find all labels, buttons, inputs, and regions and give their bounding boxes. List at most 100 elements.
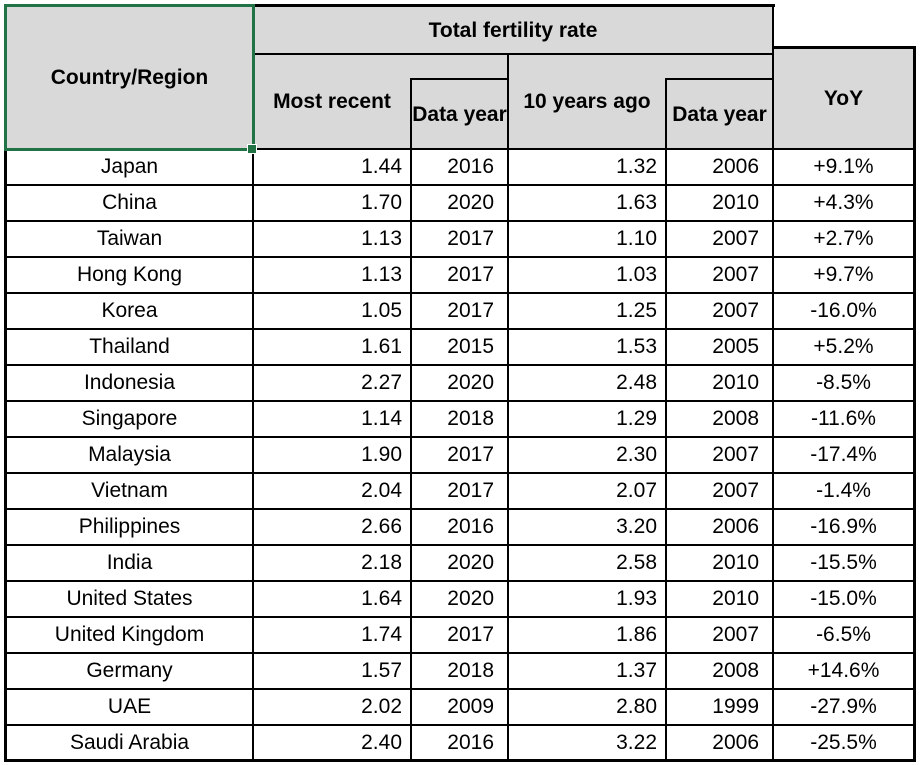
cell-data-year-1[interactable]: 2020 [412, 186, 509, 222]
cell-ten-years-ago[interactable]: 1.93 [509, 582, 667, 618]
cell-yoy[interactable]: +2.7% [774, 222, 913, 258]
cell-country[interactable]: UAE [7, 690, 254, 726]
cell-country[interactable]: Philippines [7, 510, 254, 546]
cell-most-recent[interactable]: 2.02 [254, 690, 412, 726]
cell-country[interactable]: Hong Kong [7, 258, 254, 294]
cell-most-recent[interactable]: 2.18 [254, 546, 412, 582]
cell-data-year-2[interactable]: 2007 [667, 222, 774, 258]
cell-data-year-1[interactable]: 2017 [412, 222, 509, 258]
cell-ten-years-ago[interactable]: 1.10 [509, 222, 667, 258]
cell-most-recent[interactable]: 2.66 [254, 510, 412, 546]
cell-data-year-1[interactable]: 2020 [412, 366, 509, 402]
cell-country[interactable]: Singapore [7, 402, 254, 438]
cell-country[interactable]: Germany [7, 654, 254, 690]
cell-yoy[interactable]: -6.5% [774, 618, 913, 654]
cell-data-year-1[interactable]: 2017 [412, 438, 509, 474]
cell-data-year-2[interactable]: 2005 [667, 330, 774, 366]
cell-yoy[interactable]: +4.3% [774, 186, 913, 222]
cell-ten-years-ago[interactable]: 2.07 [509, 474, 667, 510]
cell-data-year-2[interactable]: 2006 [667, 726, 774, 762]
cell-ten-years-ago[interactable]: 1.37 [509, 654, 667, 690]
cell-country[interactable]: Vietnam [7, 474, 254, 510]
cell-ten-years-ago[interactable]: 1.53 [509, 330, 667, 366]
cell-ten-years-ago[interactable]: 2.58 [509, 546, 667, 582]
cell-yoy[interactable]: +5.2% [774, 330, 913, 366]
cell-yoy[interactable]: -15.0% [774, 582, 913, 618]
cell-ten-years-ago[interactable]: 3.20 [509, 510, 667, 546]
cell-data-year-2[interactable]: 2007 [667, 294, 774, 330]
cell-ten-years-ago[interactable]: 1.63 [509, 186, 667, 222]
cell-yoy[interactable]: +9.1% [774, 150, 913, 186]
cell-yoy[interactable]: -1.4% [774, 474, 913, 510]
cell-data-year-1[interactable]: 2017 [412, 294, 509, 330]
cell-yoy[interactable]: -11.6% [774, 402, 913, 438]
cell-data-year-2[interactable]: 2007 [667, 258, 774, 294]
cell-ten-years-ago[interactable]: 3.22 [509, 726, 667, 762]
cell-country[interactable]: India [7, 546, 254, 582]
cell-country[interactable]: Saudi Arabia [7, 726, 254, 762]
cell-most-recent[interactable]: 1.57 [254, 654, 412, 690]
cell-country[interactable]: United States [7, 582, 254, 618]
cell-ten-years-ago[interactable]: 1.29 [509, 402, 667, 438]
cell-most-recent[interactable]: 1.70 [254, 186, 412, 222]
data-year-1-header-cell[interactable]: Data year [412, 80, 507, 148]
cell-yoy[interactable]: -25.5% [774, 726, 913, 762]
cell-yoy[interactable]: -17.4% [774, 438, 913, 474]
cell-data-year-2[interactable]: 2006 [667, 150, 774, 186]
cell-data-year-2[interactable]: 2010 [667, 366, 774, 402]
cell-data-year-1[interactable]: 2015 [412, 330, 509, 366]
cell-ten-years-ago[interactable]: 2.30 [509, 438, 667, 474]
cell-data-year-2[interactable]: 1999 [667, 690, 774, 726]
cell-yoy[interactable]: -16.9% [774, 510, 913, 546]
cell-most-recent[interactable]: 1.13 [254, 258, 412, 294]
cell-data-year-2[interactable]: 2010 [667, 546, 774, 582]
most-recent-header-cell[interactable]: Most recent [254, 55, 410, 148]
corner-header-cell[interactable]: Country/Region [7, 7, 252, 148]
cell-data-year-2[interactable]: 2006 [667, 510, 774, 546]
cell-most-recent[interactable]: 2.27 [254, 366, 412, 402]
cell-most-recent[interactable]: 1.05 [254, 294, 412, 330]
cell-data-year-1[interactable]: 2017 [412, 618, 509, 654]
cell-yoy[interactable]: -16.0% [774, 294, 913, 330]
cell-country[interactable]: United Kingdom [7, 618, 254, 654]
cell-yoy[interactable]: -8.5% [774, 366, 913, 402]
cell-country[interactable]: Japan [7, 150, 254, 186]
ten-years-ago-header-cell[interactable]: 10 years ago [509, 55, 665, 148]
cell-data-year-2[interactable]: 2007 [667, 438, 774, 474]
cell-yoy[interactable]: -15.5% [774, 546, 913, 582]
cell-ten-years-ago[interactable]: 2.80 [509, 690, 667, 726]
cell-data-year-1[interactable]: 2009 [412, 690, 509, 726]
cell-country[interactable]: Malaysia [7, 438, 254, 474]
cell-yoy[interactable]: +14.6% [774, 654, 913, 690]
cell-data-year-2[interactable]: 2010 [667, 582, 774, 618]
cell-ten-years-ago[interactable]: 1.86 [509, 618, 667, 654]
cell-data-year-1[interactable]: 2016 [412, 510, 509, 546]
cell-most-recent[interactable]: 1.74 [254, 618, 412, 654]
cell-country[interactable]: Indonesia [7, 366, 254, 402]
cell-data-year-2[interactable]: 2008 [667, 402, 774, 438]
cell-country[interactable]: Thailand [7, 330, 254, 366]
cell-most-recent[interactable]: 1.90 [254, 438, 412, 474]
cell-data-year-1[interactable]: 2020 [412, 546, 509, 582]
cell-data-year-1[interactable]: 2016 [412, 726, 509, 762]
cell-data-year-1[interactable]: 2017 [412, 474, 509, 510]
cell-most-recent[interactable]: 1.13 [254, 222, 412, 258]
cell-data-year-1[interactable]: 2020 [412, 582, 509, 618]
fill-handle[interactable] [247, 144, 257, 154]
cell-data-year-2[interactable]: 2007 [667, 618, 774, 654]
cell-data-year-1[interactable]: 2016 [412, 150, 509, 186]
cell-data-year-2[interactable]: 2010 [667, 186, 774, 222]
cell-ten-years-ago[interactable]: 1.25 [509, 294, 667, 330]
cell-most-recent[interactable]: 2.04 [254, 474, 412, 510]
cell-most-recent[interactable]: 2.40 [254, 726, 412, 762]
cell-data-year-1[interactable]: 2018 [412, 654, 509, 690]
group-header-cell[interactable]: Total fertility rate [254, 7, 772, 53]
cell-most-recent[interactable]: 1.64 [254, 582, 412, 618]
cell-data-year-2[interactable]: 2008 [667, 654, 774, 690]
yoy-header-cell[interactable]: YoY [774, 46, 913, 150]
cell-data-year-1[interactable]: 2018 [412, 402, 509, 438]
cell-data-year-1[interactable]: 2017 [412, 258, 509, 294]
cell-most-recent[interactable]: 1.61 [254, 330, 412, 366]
cell-country[interactable]: China [7, 186, 254, 222]
cell-most-recent[interactable]: 1.14 [254, 402, 412, 438]
